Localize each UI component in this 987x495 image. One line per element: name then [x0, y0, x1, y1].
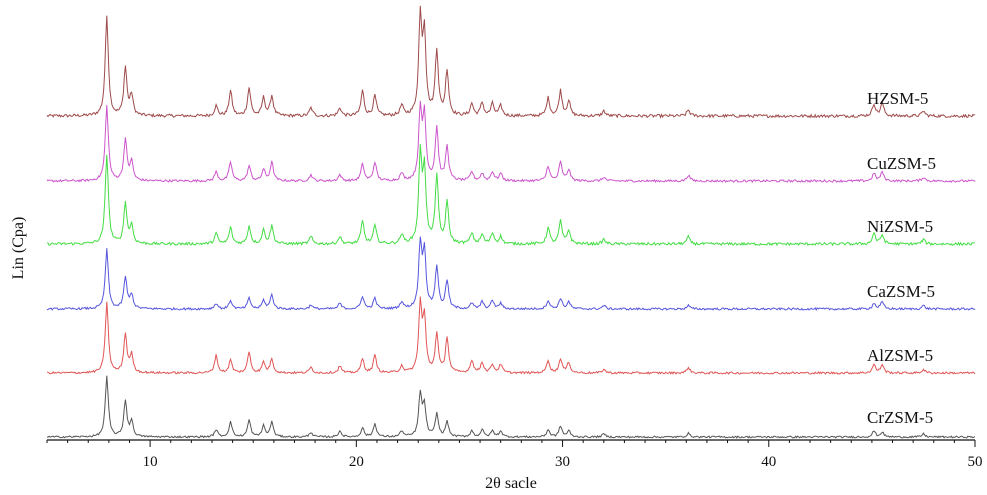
x-tick-label: 40 [761, 454, 776, 470]
series-label-crzsm-5: CrZSM-5 [867, 408, 933, 427]
series-label-cuzsm-5: CuZSM-5 [867, 154, 936, 173]
trace-nizsm-5 [46, 144, 976, 247]
x-tick-label: 50 [968, 454, 983, 470]
x-tick-label: 20 [349, 454, 364, 470]
trace-cuzsm-5 [46, 100, 976, 184]
x-tick-label: 10 [143, 454, 158, 470]
x-axis-ticks: 10 20 30 40 50 [46, 440, 983, 470]
series-label-hzsm-5: HZSM-5 [867, 89, 928, 108]
x-axis-title: 2θ sacle [485, 475, 537, 492]
y-axis-title: Lin (Cpa) [10, 217, 27, 280]
series-labels: HZSM-5 CuZSM-5 NiZSM-5 CaZSM-5 AlZSM-5 CrZSM-… [867, 89, 936, 427]
x-tick-label: 30 [555, 454, 570, 470]
trace-hzsm-5 [46, 5, 976, 119]
trace-alzsm-5 [46, 296, 976, 375]
trace-crzsm-5 [47, 375, 976, 439]
diffraction-traces [46, 5, 976, 439]
series-label-alzsm-5: AlZSM-5 [867, 346, 933, 365]
series-label-nizsm-5: NiZSM-5 [867, 217, 933, 236]
series-label-cazsm-5: CaZSM-5 [867, 282, 935, 301]
trace-cazsm-5 [46, 236, 976, 311]
